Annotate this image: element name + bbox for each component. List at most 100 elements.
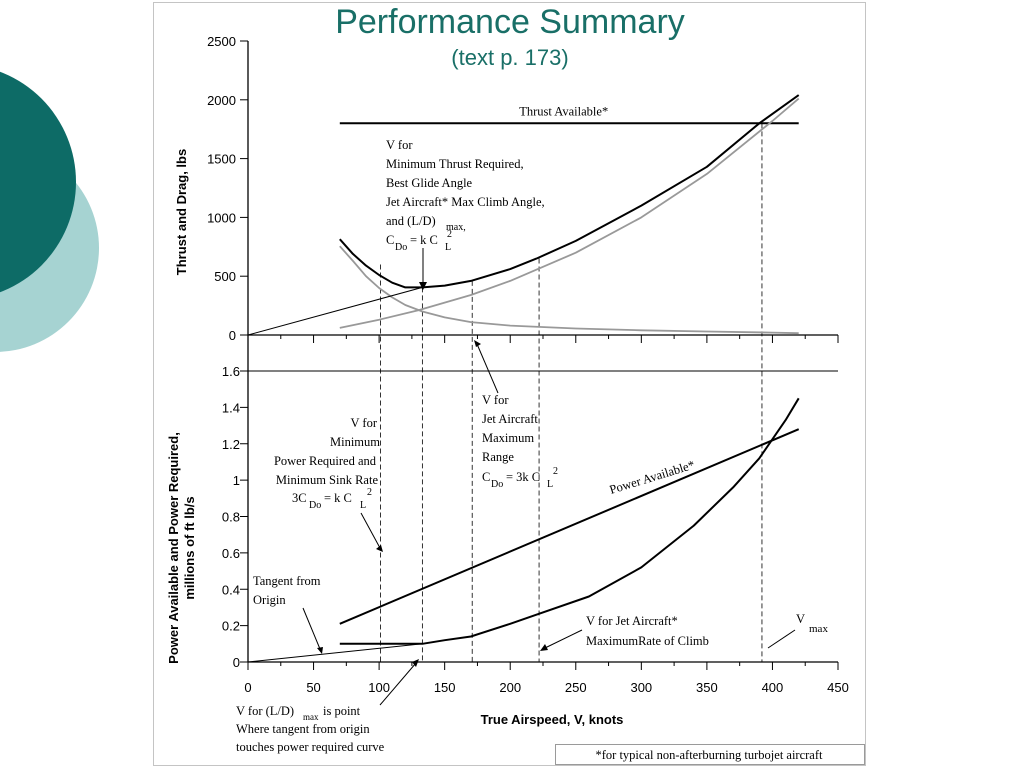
annotation-arrow (302, 607, 321, 650)
annotation-line: V for Jet Aircraft* (586, 614, 678, 628)
annotation-line: Maximum (482, 431, 534, 445)
dark-circle (0, 71, 76, 293)
curve-line (339, 245, 799, 335)
x-tick-label: 150 (434, 680, 456, 695)
series-label: Thrust Available* (519, 104, 608, 118)
top-annotations: V for Minimum Thrust Required, Best Glid… (386, 138, 545, 253)
annotation-line: Minimum (330, 435, 380, 449)
circles-graphic (0, 71, 99, 352)
annotation-superscript: 2 (553, 466, 558, 477)
annotation-line: Where tangent from origin (236, 722, 370, 736)
annotation-arrow (360, 512, 381, 549)
annotation-line: V for (L/D) (236, 704, 294, 718)
annotation-line: C (386, 233, 394, 247)
annotation-arrow (476, 343, 499, 394)
decorative-circles (0, 0, 170, 768)
y-tick-label: 0.2 (222, 619, 240, 634)
annotation-subscript: Do (395, 242, 407, 253)
footnote-box (555, 744, 865, 765)
annotation-line: Range (482, 450, 514, 464)
annotation-line: Minimum Sink Rate (276, 473, 379, 487)
slide-title: Performance Summary (335, 3, 685, 41)
annotation-subscript: max (303, 712, 319, 722)
y-tick-label: 0.4 (222, 582, 240, 597)
y-axis-title-bottom: millions of ft lb/s (182, 496, 197, 599)
annotation-line: C (482, 470, 490, 484)
footnote-text: *for typical non-afterburning turbojet a… (596, 748, 824, 762)
annotation-superscript: 2 (367, 487, 372, 498)
annotation-line: touches power required curve (236, 740, 385, 754)
annotation-line: = k C (410, 233, 438, 247)
annotation-arrow (767, 629, 796, 649)
annotation-line: Power Required and (274, 454, 377, 468)
y-axis-title-top: Thrust and Drag, lbs (174, 149, 189, 275)
annotation-line: Jet Aircraft* Max Climb Angle, (386, 195, 545, 209)
annotation-arrow (544, 629, 583, 649)
annotation-line: is point (323, 704, 361, 718)
x-tick-label: 50 (306, 680, 320, 695)
y-tick-label: 0.6 (222, 546, 240, 561)
annotation-subscript: L (360, 500, 366, 511)
annotation-line: and (L/D) (386, 214, 436, 228)
y-tick-label: 1500 (207, 152, 236, 167)
annotation-line: V for (350, 416, 377, 430)
y-tick-label: 0 (229, 328, 236, 343)
x-tick-label: 300 (630, 680, 652, 695)
arrowhead (419, 282, 427, 290)
chart-frame (153, 2, 866, 766)
annotation-subscript: Do (309, 500, 321, 511)
series-line (339, 428, 800, 625)
bottom-annotations: V for Jet Aircraft Maximum Range C Do = … (236, 393, 828, 754)
x-tick-label: 0 (244, 680, 251, 695)
curve-line (247, 286, 423, 336)
arrowhead (412, 659, 419, 667)
x-tick-label: 200 (499, 680, 521, 695)
annotation-line: Origin (253, 593, 286, 607)
annotation-subscript: Do (491, 479, 503, 490)
curve-line (339, 397, 800, 645)
x-tick-label: 250 (565, 680, 587, 695)
annotation-line: Tangent from (253, 574, 321, 588)
annotation-subscript: max, (446, 222, 466, 233)
y-tick-label: 0 (233, 655, 240, 670)
curve-line (339, 97, 800, 329)
arrowhead (540, 644, 548, 651)
y-tick-label: 2000 (207, 93, 236, 108)
y-axis-title-bottom: Power Available and Power Required, (166, 432, 181, 664)
y-tick-label: 0.8 (222, 510, 240, 525)
annotation-subscript: L (547, 479, 553, 490)
y-tick-label: 1.2 (222, 437, 240, 452)
y-tick-label: 500 (214, 269, 236, 284)
y-tick-label: 1 (233, 473, 240, 488)
y-tick-label: 1.6 (222, 364, 240, 379)
x-axis-title: True Airspeed, V, knots (481, 712, 624, 727)
slide-subtitle: (text p. 173) (451, 45, 569, 70)
annotation-line: V for (386, 138, 413, 152)
annotation-line: V for (482, 393, 509, 407)
x-tick-label: 100 (368, 680, 390, 695)
curve-line (339, 94, 800, 289)
arrowhead (317, 647, 323, 654)
x-tick-label: 400 (762, 680, 784, 695)
curve-line (247, 643, 423, 663)
annotation-line: 3C (292, 491, 307, 505)
annotation-arrow (379, 662, 417, 706)
y-tick-label: 1000 (207, 210, 236, 225)
annotation-subscript: L (445, 242, 451, 253)
annotation-line: Minimum Thrust Required, (386, 157, 524, 171)
annotation-line: MaximumRate of Climb (586, 634, 709, 648)
annotation-line: Jet Aircraft (482, 412, 538, 426)
annotation-line: V (796, 612, 805, 626)
annotation-superscript: 2 (447, 229, 452, 240)
annotation-line: = k C (324, 491, 352, 505)
arrowhead (474, 340, 481, 347)
y-tick-label: 1.4 (222, 400, 240, 415)
x-tick-label: 350 (696, 680, 718, 695)
arrowhead (376, 545, 383, 552)
x-tick-label: 450 (827, 680, 849, 695)
annotation-line: Best Glide Angle (386, 176, 473, 190)
annotation-line: = 3k C (506, 470, 540, 484)
annotation-subscript: max (809, 623, 828, 635)
y-tick-label: 2500 (207, 34, 236, 49)
